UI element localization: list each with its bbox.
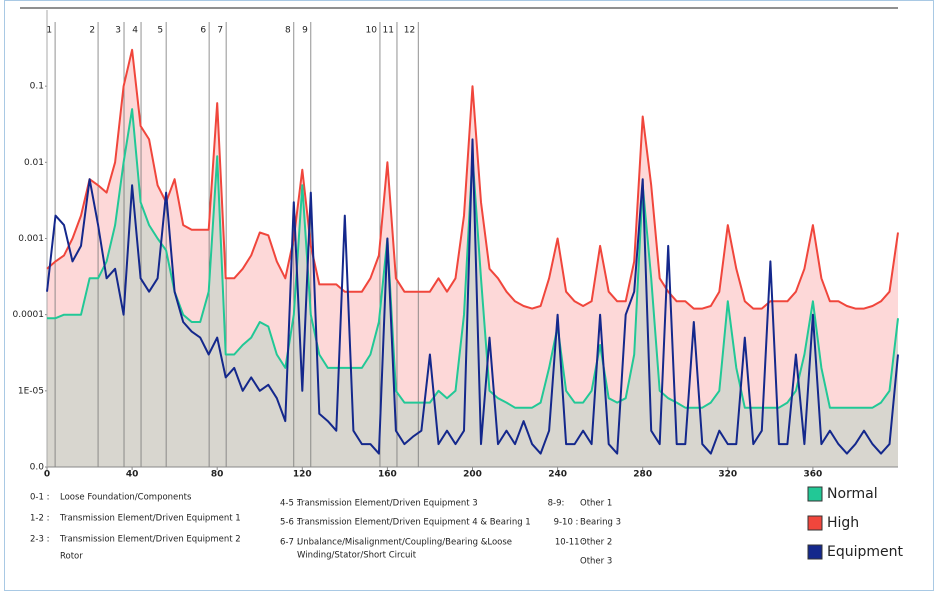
band-note-text: Transmission Element/Driven Equipment 3 — [296, 499, 478, 509]
legend-swatch — [807, 544, 823, 560]
x-tick-label: 200 — [463, 470, 482, 480]
x-tick-label: 360 — [804, 470, 823, 480]
area — [47, 109, 898, 467]
frame — [4, 0, 934, 591]
band-note-code: 1-2 : — [30, 514, 49, 524]
y-tick-label: 0.0001 — [13, 310, 45, 320]
band-note-text: Rotor — [60, 552, 83, 562]
band-marker-label: 2 — [89, 26, 95, 36]
band-note-code: 4-5 : — [280, 499, 299, 509]
y-tick-label: 1E-05 — [18, 386, 44, 396]
band-note-text: Winding/Stator/Short Circuit — [297, 551, 417, 561]
band-marker-label: 6 — [200, 26, 206, 36]
series-line — [46, 48, 899, 310]
legend-swatch — [807, 486, 823, 502]
x-tick-label: 160 — [378, 470, 397, 480]
band-note-code: 10-11 : — [555, 538, 585, 548]
y-tick-label: 0.001 — [18, 234, 44, 244]
band-note-text: Transmission Element/Driven Equipment 4 … — [296, 518, 531, 528]
y-tick-label: 0.01 — [24, 158, 44, 168]
band-note-code: 0-1 : — [30, 493, 49, 503]
legend-label: Normal — [827, 486, 878, 502]
band-note-text: Bearing 3 — [580, 518, 621, 528]
band-note-text: Loose Foundation/Components — [60, 493, 192, 503]
band-note-text: Transmission Element/Driven Equipment 1 — [59, 514, 241, 524]
band-note-code: 8-9: — [548, 499, 565, 509]
band-marker-label: 10 — [366, 26, 378, 36]
legend-label: Equipment — [827, 544, 904, 560]
x-tick-label: 240 — [548, 470, 567, 480]
band-marker-label: 5 — [157, 26, 163, 36]
band-marker-label: 12 — [404, 26, 415, 36]
band-note-text: Transmission Element/Driven Equipment 2 — [59, 535, 241, 545]
x-tick-label: 120 — [293, 470, 312, 480]
y-tick-label: 0.1 — [30, 82, 44, 92]
x-tick-label: 40 — [126, 470, 139, 480]
band-marker-label: 3 — [115, 26, 121, 36]
x-tick-label: 80 — [211, 470, 224, 480]
x-tick-label: 280 — [633, 470, 652, 480]
x-tick-label: 0 — [44, 470, 50, 480]
y-tick-label: 0.0 — [30, 463, 45, 473]
band-note-code: 2-3 : — [30, 535, 49, 545]
band-note-code: 9-10 : — [554, 518, 579, 528]
band-marker-label: 7 — [217, 26, 223, 36]
legend-label: High — [827, 515, 859, 531]
band-note-code: 6-7 : — [280, 538, 299, 548]
band-marker-label: 9 — [302, 26, 308, 36]
series-line — [46, 138, 899, 455]
band-marker-label: 1 — [46, 26, 52, 36]
band-marker-label: 11 — [383, 26, 394, 36]
band-marker-label: 4 — [132, 26, 138, 36]
band-note-text: Unbalance/Misalignment/Coupling/Bearing … — [297, 538, 512, 548]
band-note-text: Other 3 — [580, 557, 612, 567]
x-tick-label: 320 — [718, 470, 737, 480]
band-note-text: Other 2 — [580, 538, 612, 548]
band-marker-label: 8 — [285, 26, 291, 36]
legend-swatch — [807, 515, 823, 531]
band-note-code: 5-6 : — [280, 518, 299, 528]
band-note-text: Other 1 — [580, 499, 612, 509]
